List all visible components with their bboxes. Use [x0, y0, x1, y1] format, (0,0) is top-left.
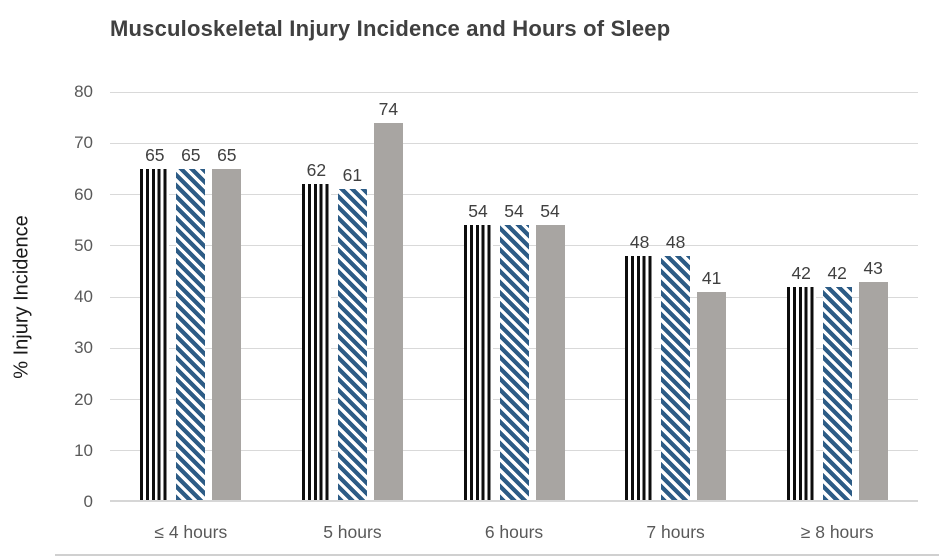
bar-black-vertical-lines-cat2 [301, 184, 331, 500]
bar-blue-diagonal-stripes-cat2 [337, 189, 367, 500]
y-axis-title: % Injury Incidence [10, 215, 33, 379]
x-category-label-1: ≤ 4 hours [154, 522, 228, 542]
bar-value-label: 61 [342, 165, 363, 186]
bar-value-label: 65 [181, 144, 201, 165]
bar-blue-diagonal-stripes-cat3 [499, 225, 529, 500]
y-tick-label-40: 40 [74, 287, 93, 306]
y-tick-label-30: 30 [74, 338, 93, 358]
y-tick-label-10: 10 [74, 440, 93, 460]
bar-gray-solid-cat4 [697, 291, 727, 500]
gridline-y-80 [110, 91, 918, 93]
bar-value-label: 42 [791, 262, 811, 283]
bar-blue-diagonal-stripes-cat5 [822, 286, 852, 500]
bar-gray-solid-cat3 [535, 225, 565, 500]
bar-black-vertical-lines-cat4 [625, 256, 655, 500]
bar-gray-solid-cat5 [858, 281, 888, 500]
bar-value-label: 48 [629, 232, 650, 252]
bar-black-vertical-lines-cat5 [786, 286, 816, 500]
bar-value-label: 41 [701, 267, 722, 288]
gridline-y-60 [110, 194, 918, 195]
bar-black-vertical-lines-cat1 [140, 168, 170, 500]
x-axis-line [110, 500, 918, 502]
y-tick-label-20: 20 [74, 389, 93, 409]
y-tick-label-80: 80 [74, 82, 93, 101]
bar-blue-diagonal-stripes-cat1 [176, 168, 206, 500]
x-category-label-4: 7 hours [646, 522, 705, 542]
chart-title: Musculoskeletal Injury Incidence and Hou… [110, 16, 671, 41]
bar-value-label: 54 [468, 201, 488, 222]
bar-value-label: 62 [306, 160, 327, 181]
page-bottom-border [55, 554, 939, 556]
x-category-label-5: ≥ 8 hours [800, 522, 874, 542]
bar-value-label: 42 [827, 262, 847, 283]
bar-gray-solid-cat1 [212, 168, 242, 500]
gridline-y-70 [110, 142, 918, 144]
bar-value-label: 54 [540, 201, 560, 222]
y-tick-label-0: 0 [83, 492, 93, 511]
bar-value-label: 65 [145, 144, 165, 165]
plot-area [110, 91, 918, 502]
bar-value-label: 65 [217, 144, 237, 165]
bar-value-label: 43 [863, 257, 883, 278]
bar-value-label: 48 [665, 232, 686, 252]
y-tick-label-70: 70 [74, 133, 93, 153]
bar-value-label: 54 [504, 201, 524, 222]
y-tick-label-60: 60 [74, 184, 93, 204]
y-tick-label-50: 50 [74, 235, 93, 255]
bar-value-label: 74 [378, 98, 399, 119]
x-category-label-2: 5 hours [323, 522, 382, 542]
bar-black-vertical-lines-cat3 [463, 225, 493, 500]
bar-blue-diagonal-stripes-cat4 [661, 256, 691, 500]
x-category-label-3: 6 hours [484, 522, 544, 542]
bar-gray-solid-cat2 [373, 122, 403, 500]
